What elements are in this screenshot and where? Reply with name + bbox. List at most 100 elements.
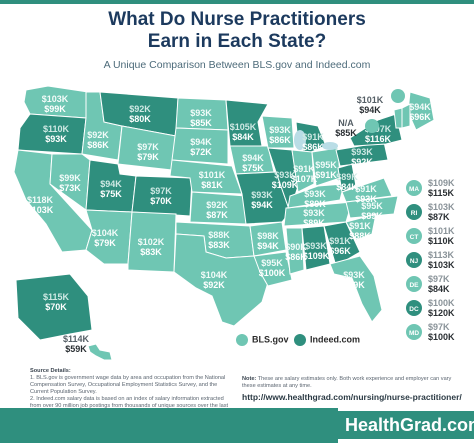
side-indeed-ri: $87K — [428, 212, 450, 222]
bls-value-in: $91K — [293, 164, 315, 174]
legend-bls-label: BLS.gov — [252, 334, 289, 345]
state-nc — [345, 195, 399, 219]
side-abbr-ma: MA — [409, 186, 419, 193]
bls-value-ms: $90K — [285, 242, 307, 252]
indeed-value-ca: $103K — [27, 205, 54, 215]
indeed-value-sd: $72K — [190, 147, 212, 157]
bls-value-ca: $118K — [27, 195, 54, 205]
indeed-value-wv: $84K — [336, 182, 358, 192]
bls-value-tx: $104K — [201, 270, 228, 280]
state-labels: $103K$99K$110K$93K$118K$103K$92K$86K$99K… — [27, 89, 431, 354]
indeed-value-ne: $81K — [201, 180, 223, 190]
indeed-value-ms: $86K — [285, 252, 307, 262]
state-mn — [225, 99, 269, 147]
bls-value-tn: $93K — [303, 208, 325, 218]
brand-text: HealthGrad.com — [338, 411, 474, 439]
state-or — [17, 113, 87, 155]
state-vt — [393, 107, 403, 129]
side-badge-dc — [406, 300, 422, 316]
side-badge-de — [406, 276, 422, 292]
bls-value-nd: $93K — [190, 108, 212, 118]
indeed-value-la: $100K — [259, 268, 286, 278]
bls-value-il: $93K — [274, 170, 296, 180]
side-abbr-md: MD — [409, 330, 419, 337]
indeed-value-az: $79K — [94, 238, 116, 248]
state-sd — [171, 127, 229, 165]
side-bls-dc: $100K — [428, 298, 455, 308]
side-indeed-de: $84K — [428, 284, 450, 294]
side-bls-ct: $101K — [428, 226, 455, 236]
bls-value-or: $110K — [43, 124, 70, 134]
indeed-value-hi: $59K — [65, 344, 87, 354]
indeed-value-oh: $91K — [315, 170, 337, 180]
bls-value-mo: $93K — [251, 190, 273, 200]
bls-value-wy: $97K — [137, 142, 159, 152]
indeed-value-ar: $94K — [257, 241, 279, 251]
bls-value-nh: $101K — [357, 95, 384, 105]
indeed-value-wi: $86K — [269, 135, 291, 145]
state-va — [341, 177, 393, 203]
indeed-value-mi: $86K — [302, 142, 324, 152]
side-bls-de: $97K — [428, 274, 450, 284]
indeed-value-tn: $89K — [303, 218, 325, 228]
bls-value-al: $93K — [305, 241, 327, 251]
lake-michigan — [294, 130, 306, 150]
bls-value-nv: $99K — [59, 173, 81, 183]
states-layer — [13, 85, 435, 361]
bls-value-ky: $93K — [304, 189, 326, 199]
side-abbr-ct: CT — [410, 234, 419, 241]
salary-note: Note: These are salary estimates only. B… — [242, 376, 464, 390]
state-ms — [285, 227, 305, 275]
source-1: 1. BLS.gov is government wage data by ar… — [30, 375, 226, 395]
title-line-2: Earn in Each State? — [147, 31, 327, 52]
side-indeed-ma: $115K — [428, 188, 455, 198]
indeed-value-nm: $83K — [140, 247, 162, 257]
indeed-value-mo: $94K — [251, 200, 273, 210]
side-abbr-dc: DC — [409, 306, 419, 313]
indeed-value-ks: $87K — [206, 210, 228, 220]
indeed-value-ok: $83K — [208, 240, 230, 250]
state-nm — [127, 211, 177, 273]
page-title: What Do Nurse Practitioners Earn in Each… — [0, 9, 474, 53]
legend-indeed: Indeed.com — [294, 334, 360, 346]
side-indeed-md: $100K — [428, 332, 455, 342]
indeed-value-mn: $84K — [232, 132, 254, 142]
indeed-value-in: $107K — [291, 174, 318, 184]
state-ar — [249, 221, 287, 257]
side-bls-nj: $113K — [428, 250, 455, 260]
indeed-value-sc: $88K — [349, 231, 371, 241]
top-accent-bar — [0, 0, 474, 4]
brand-logo[interactable]: HealthGrad.com — [338, 408, 474, 443]
legend-indeed-swatch — [294, 334, 306, 346]
source-url[interactable]: http://www.healthgrad.com/nursing/nurse-… — [242, 392, 462, 402]
page-subtitle: A Unique Comparison Between BLS.gov and … — [103, 59, 371, 71]
side-bls-md: $97K — [428, 322, 450, 332]
indeed-value-ia: $75K — [242, 163, 264, 173]
bls-value-sd: $94K — [190, 137, 212, 147]
bls-value-nm: $102K — [138, 237, 165, 247]
bls-value-nc: $95K — [361, 201, 383, 211]
state-badge-vt — [365, 119, 379, 133]
indeed-value-ky: $89K — [304, 199, 326, 209]
side-abbr-nj: NJ — [410, 258, 419, 265]
indeed-value-wy: $79K — [137, 152, 159, 162]
title-line-1: What Do Nurse Practitioners — [108, 9, 366, 30]
indeed-value-ak: $70K — [45, 302, 67, 312]
state-tx — [173, 233, 271, 327]
bls-value-pa: $93K — [351, 147, 373, 157]
bls-value-fl: $93K — [343, 270, 365, 280]
bls-value-ut: $94K — [100, 179, 122, 189]
indeed-value-wa: $99K — [44, 104, 66, 114]
legend-indeed-label: Indeed.com — [310, 334, 361, 345]
bls-value-mn: $105K — [230, 122, 257, 132]
indeed-value-il: $109K — [272, 180, 299, 190]
indeed-value-me: $96K — [409, 112, 431, 122]
indeed-value-pa: $92K — [351, 157, 373, 167]
indeed-value-al: $109K — [303, 251, 330, 261]
side-badge-md — [406, 324, 422, 340]
side-indeed-nj: $103K — [428, 260, 455, 270]
indeed-value-ny: $116K — [365, 134, 392, 144]
legend-bls-swatch — [236, 334, 248, 346]
indeed-value-mt: $80K — [129, 114, 151, 124]
side-badge-ri — [406, 204, 422, 220]
